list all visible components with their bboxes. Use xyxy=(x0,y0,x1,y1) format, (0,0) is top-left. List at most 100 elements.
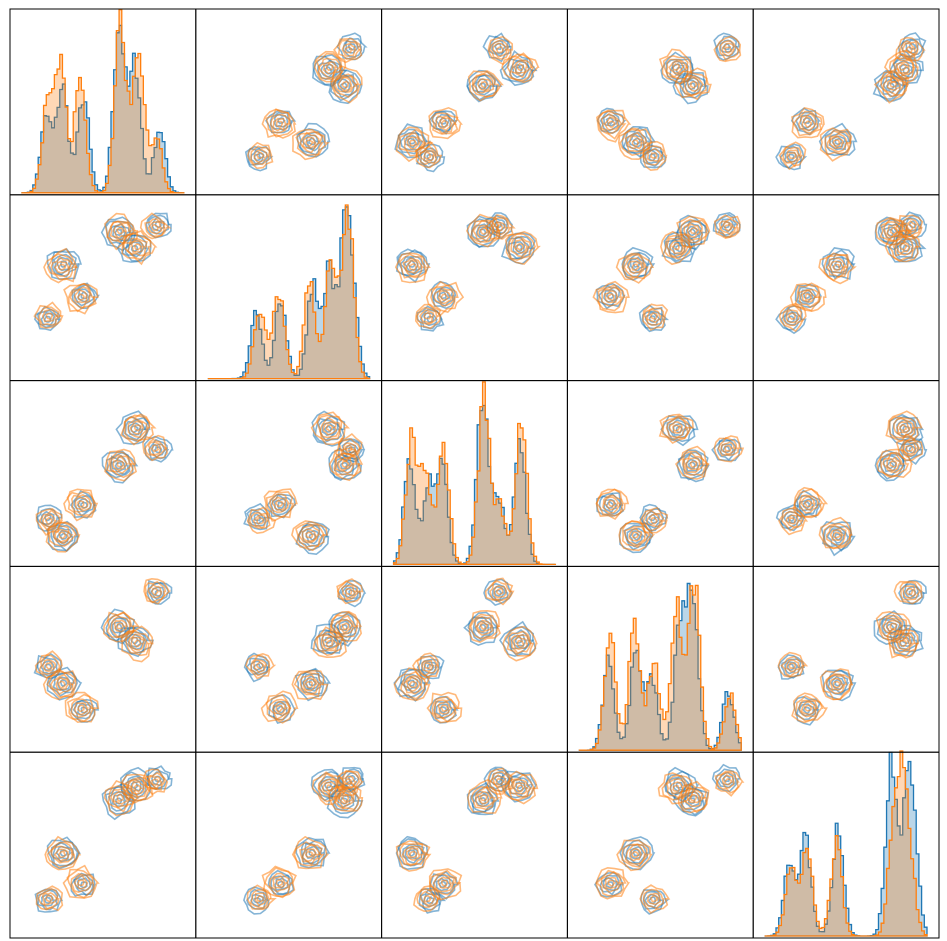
contour-2-1-cluster-4-series-1 xyxy=(337,438,361,460)
contour-2-3-cluster-1-series-0 xyxy=(687,461,697,470)
contour-3-0-cluster-3-series-1 xyxy=(64,691,100,723)
contour-0-3-cluster-2-series-1 xyxy=(672,62,681,72)
contour-1-3-cluster-5-series-1 xyxy=(646,308,662,324)
contour-3-0-cluster-4-series-1 xyxy=(143,577,172,605)
contour-1-3-cluster-0-series-0 xyxy=(621,246,656,281)
contour-2-1-cluster-1-series-1 xyxy=(333,452,360,477)
contour-0-1-cluster-0-series-1 xyxy=(291,128,330,161)
contour-4-1-cluster-3-series-0 xyxy=(267,869,295,896)
contour-4-0-cluster-3-series-1 xyxy=(62,864,100,899)
contour-1-0-cluster-3-series-1 xyxy=(69,286,91,309)
contour-3-2-cluster-1-series-1 xyxy=(468,609,501,643)
contour-1-4-cluster-3-series-1 xyxy=(804,293,812,301)
contour-3-2-cluster-2-series-1 xyxy=(513,635,529,651)
contour-4-2-cluster-4-series-1 xyxy=(492,774,508,788)
contour-2-3-cluster-5-series-1 xyxy=(650,517,658,525)
contour-0-3-cluster-3-series-1 xyxy=(607,120,616,128)
contour-0-1-cluster-2-series-1 xyxy=(325,62,334,72)
contour-4-2-cluster-4-series-1 xyxy=(486,767,515,795)
contour-4-1-cluster-5-series-1 xyxy=(256,894,265,903)
panel-4-1-series-1 xyxy=(246,770,365,911)
contour-4-3-cluster-3-series-1 xyxy=(603,876,621,890)
contour-1-3-cluster-4-series-1 xyxy=(724,223,733,232)
contour-1-0-cluster-0-series-1 xyxy=(43,247,78,284)
contour-3-1-cluster-5-series-1 xyxy=(255,661,266,670)
contour-4-3-cluster-3-series-1 xyxy=(600,870,623,894)
contour-0-3-cluster-3-series-1 xyxy=(597,110,627,140)
contour-4-1-cluster-4-series-0 xyxy=(347,774,357,783)
contour-4-0-cluster-1-series-1 xyxy=(107,785,135,813)
contour-1-2-cluster-2-series-1 xyxy=(505,230,541,265)
contour-0-1-cluster-3-series-1 xyxy=(261,108,297,139)
contour-4-2-cluster-5-series-1 xyxy=(423,895,433,903)
contour-1-4-cluster-2-series-1 xyxy=(898,242,908,251)
contour-0-3-cluster-0-series-1 xyxy=(619,127,649,157)
contour-1-0-cluster-1-series-1 xyxy=(116,227,127,235)
contour-2-4-cluster-1-series-1 xyxy=(886,456,902,472)
contour-1-3-cluster-3-series-1 xyxy=(607,293,615,302)
panel-4-3-series-1 xyxy=(595,770,745,915)
contour-4-3-cluster-2-series-1 xyxy=(661,774,692,801)
contour-3-2-cluster-4-series-0 xyxy=(491,585,507,602)
contour-1-3-cluster-0-series-1 xyxy=(626,260,644,275)
contour-1-4-cluster-2-series-1 xyxy=(895,239,912,254)
contour-2-1-cluster-5-series-0 xyxy=(243,502,271,531)
contour-2-1-cluster-0-series-1 xyxy=(305,531,314,539)
panel-2-4-series-1 xyxy=(778,410,924,550)
contour-2-3-cluster-4-series-1 xyxy=(724,444,734,452)
contour-4-3-cluster-2-series-1 xyxy=(669,781,684,795)
contour-3-0-cluster-1-series-1 xyxy=(106,611,135,639)
contour-0-2-cluster-0-series-1 xyxy=(398,128,427,157)
panel-2-1-series-1 xyxy=(246,411,364,552)
contour-3-1-cluster-3-series-1 xyxy=(265,693,292,722)
contour-2-1-cluster-5-series-1 xyxy=(256,516,265,525)
contour-0-4-cluster-3-series-1 xyxy=(797,112,819,134)
contour-4-0-cluster-0-series-1 xyxy=(53,848,70,863)
contour-2-4-cluster-5-series-1 xyxy=(785,514,801,528)
contour-3-4-cluster-5-series-1 xyxy=(788,662,797,670)
histogram-3-series-1 xyxy=(579,584,742,751)
contour-0-4-cluster-2-series-1 xyxy=(895,61,910,75)
contour-1-0-cluster-2-series-1 xyxy=(121,230,158,266)
panel-1-3-series-0 xyxy=(595,211,741,333)
panel-1-1-series-1 xyxy=(207,204,371,380)
contour-2-1-cluster-4-series-1 xyxy=(341,442,356,456)
contour-2-3-cluster-4-series-1 xyxy=(717,436,740,457)
contour-2-3-cluster-3-series-0 xyxy=(598,492,622,516)
contour-3-1-cluster-1-series-1 xyxy=(337,619,354,634)
contour-4-2-cluster-0-series-1 xyxy=(395,840,432,872)
contour-3-4-cluster-3-series-1 xyxy=(797,699,819,718)
contour-1-3-cluster-2-series-1 xyxy=(669,240,685,255)
panel-4-2-series-1 xyxy=(395,767,539,913)
panel-4-4-series-1 xyxy=(764,750,928,937)
contour-2-4-cluster-4-series-1 xyxy=(895,433,924,462)
contour-1-3-cluster-0-series-1 xyxy=(631,263,640,271)
contour-4-0-cluster-5-series-0 xyxy=(44,895,52,904)
contour-4-3-cluster-5-series-0 xyxy=(648,896,657,905)
contour-4-2-cluster-1-series-1 xyxy=(467,778,503,815)
contour-3-1-cluster-3-series-1 xyxy=(275,704,284,713)
panel-3-1-series-0 xyxy=(243,579,367,725)
contour-3-1-cluster-0-series-1 xyxy=(302,677,318,692)
contour-1-4-cluster-3-series-1 xyxy=(794,282,823,312)
contour-4-1-cluster-5-series-1 xyxy=(254,892,269,907)
contour-4-0-cluster-4-series-0 xyxy=(153,775,164,783)
contour-1-4-cluster-5-series-1 xyxy=(778,302,807,333)
contour-3-4-cluster-3-series-1 xyxy=(804,704,812,712)
contour-1-3-cluster-2-series-1 xyxy=(671,242,681,251)
contour-4-1-cluster-3-series-1 xyxy=(269,872,291,893)
contour-0-1-cluster-4-series-1 xyxy=(333,37,363,64)
contour-1-0-cluster-5-series-1 xyxy=(33,301,64,329)
contour-0-3-cluster-4-series-1 xyxy=(721,42,736,57)
contour-2-0-cluster-4-series-0 xyxy=(143,435,174,463)
contour-4-0-cluster-4-series-1 xyxy=(142,768,169,796)
contour-4-1-cluster-3-series-1 xyxy=(272,875,288,889)
contour-0-1-cluster-3-series-1 xyxy=(265,108,294,138)
contour-1-2-cluster-5-series-1 xyxy=(414,303,442,330)
contour-2-4-cluster-0-series-1 xyxy=(822,522,853,550)
contour-0-2-cluster-5-series-1 xyxy=(419,149,436,163)
contour-1-2-cluster-5-series-1 xyxy=(419,309,435,324)
contour-4-3-cluster-5-series-1 xyxy=(649,894,659,903)
contour-2-3-cluster-0-series-1 xyxy=(631,531,640,539)
contour-2-0-cluster-1-series-1 xyxy=(112,455,129,471)
